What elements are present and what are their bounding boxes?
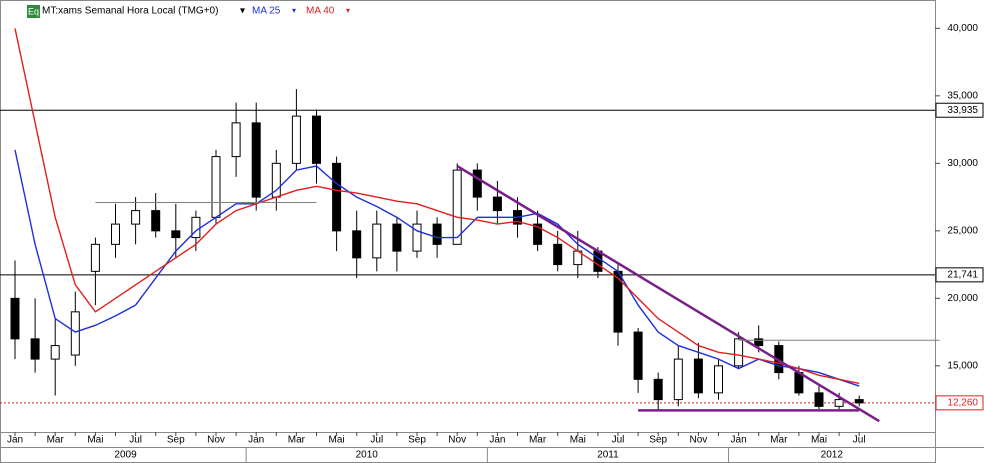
candle-body — [693, 358, 703, 394]
candle-body — [432, 223, 442, 245]
candle-body — [111, 223, 120, 245]
y-tick-label: 20,000 — [947, 293, 978, 304]
candle-body — [834, 399, 844, 407]
candle-body — [10, 297, 20, 340]
x-tick-label: Mar — [47, 435, 65, 446]
x-tick-label: Nov — [448, 435, 466, 446]
candle-body — [30, 338, 40, 360]
year-label: 2012 — [821, 450, 844, 461]
candle-body — [352, 230, 362, 259]
candle-body — [492, 196, 502, 212]
legend-marker: ▾ — [346, 6, 350, 15]
level-label-box — [935, 267, 984, 283]
candle-body — [90, 243, 100, 272]
year-label: 2009 — [114, 450, 137, 461]
level-label-box — [935, 102, 984, 118]
candle-body — [50, 345, 60, 360]
candle-body — [392, 223, 402, 252]
ma-line — [14, 149, 860, 387]
y-tick-label: 35,000 — [947, 90, 978, 101]
x-tick-label: Mai — [87, 435, 103, 446]
y-tick-label: 30,000 — [947, 158, 978, 169]
x-tick-label: Mai — [811, 435, 827, 446]
x-tick-label: Mar — [288, 435, 306, 446]
badge-box — [27, 5, 40, 18]
candle-body — [714, 365, 723, 394]
level-label: 33,935 — [947, 105, 978, 116]
level-label-box — [935, 395, 984, 411]
x-tick-label: Sep — [649, 435, 667, 446]
x-tick-label: Jul — [612, 435, 625, 446]
x-tick-label: Jan — [489, 435, 505, 446]
trend-line — [456, 164, 880, 423]
x-tick-label: Nov — [690, 435, 708, 446]
legend-entry: MA 40 — [306, 6, 335, 17]
candle-body — [472, 169, 482, 198]
y-tick-label: 40,000 — [947, 23, 978, 34]
candle-body — [553, 243, 563, 266]
legend-marker: ▾ — [240, 6, 245, 17]
candle-body — [211, 156, 221, 218]
x-tick-label: Sep — [167, 435, 185, 446]
y-tick-label: 15,000 — [947, 360, 978, 371]
candle-body — [754, 338, 764, 347]
x-tick-label: Jan — [7, 435, 23, 446]
x-tick-label: Jul — [129, 435, 142, 446]
candle-body — [653, 378, 663, 401]
candle-body — [291, 115, 301, 164]
x-tick-label: Jul — [853, 435, 866, 446]
candle-body — [312, 115, 321, 164]
candle-body — [231, 122, 241, 158]
candle-body — [452, 169, 462, 245]
candle-body — [131, 210, 141, 225]
candle-body — [814, 392, 824, 407]
candle-body — [372, 223, 382, 259]
x-tick-label: Jul — [370, 435, 383, 446]
candle-body — [673, 358, 683, 401]
year-label: 2010 — [356, 450, 379, 461]
candle-body — [70, 311, 80, 356]
x-tick-label: Jan — [248, 435, 264, 446]
x-tick-label: Sep — [408, 435, 426, 446]
year-label: 2011 — [597, 450, 619, 461]
x-tick-label: Nov — [207, 435, 225, 446]
candle-body — [854, 399, 864, 404]
x-tick-label: Mar — [770, 435, 788, 446]
candle-body — [734, 338, 744, 367]
x-tick-label: Mar — [529, 435, 547, 446]
badge: Eq — [28, 6, 39, 16]
candle-body — [533, 223, 543, 245]
chart-title: MT:xams Semanal Hora Local (TMG+0) — [42, 6, 218, 17]
candle-body — [412, 223, 422, 252]
candle-body — [332, 162, 342, 232]
x-tick-label: Jan — [731, 435, 747, 446]
candle-body — [633, 331, 643, 380]
candle-body — [251, 122, 261, 198]
x-tick-label: Mai — [570, 435, 586, 446]
x-tick-label: Mai — [329, 435, 345, 446]
level-label: 21,741 — [947, 269, 978, 280]
legend-marker: ▾ — [292, 6, 296, 15]
y-tick-label: 25,000 — [947, 225, 978, 236]
legend-entry: MA 25 — [252, 6, 281, 17]
level-label: 12,260 — [947, 397, 978, 408]
candle-body — [151, 210, 161, 232]
candle-body — [171, 230, 181, 239]
ma-line — [14, 28, 860, 385]
